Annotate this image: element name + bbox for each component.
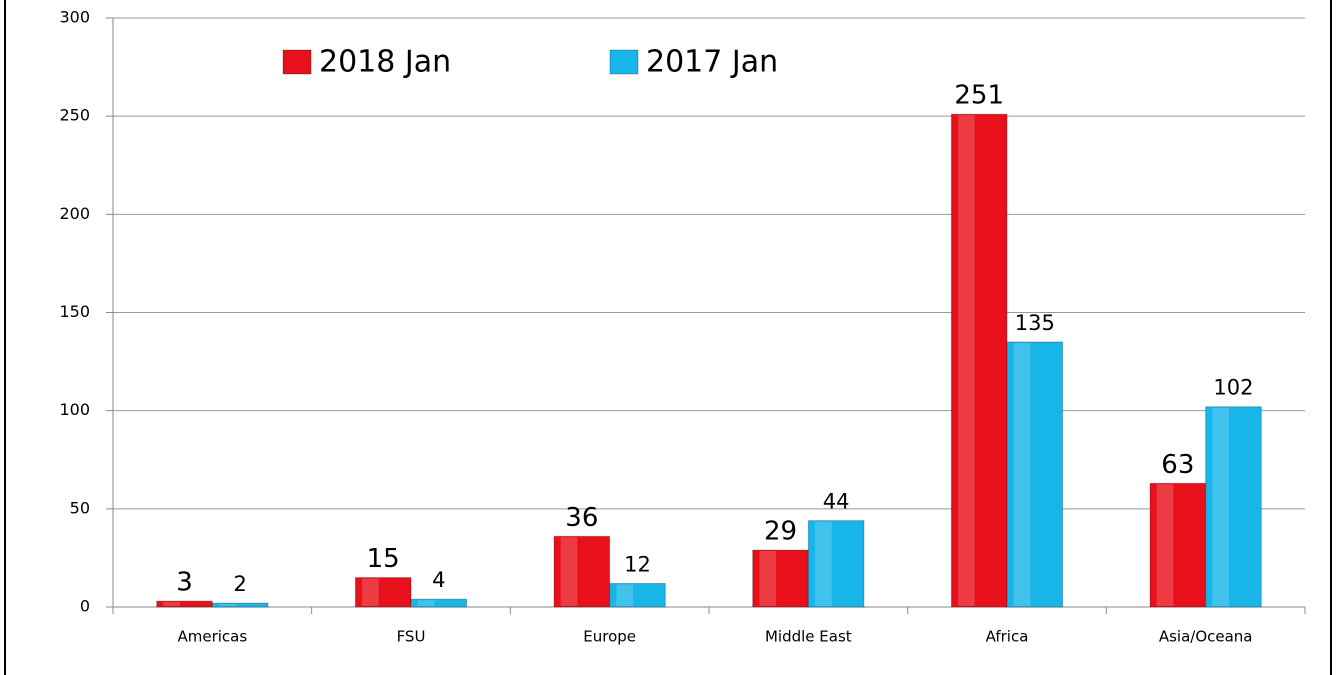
bar	[807, 520, 865, 608]
y-tick-label: 100	[59, 400, 90, 419]
data-label: 29	[764, 517, 797, 547]
bar	[609, 582, 666, 608]
data-label: 135	[1015, 311, 1055, 335]
bar-highlight	[616, 584, 634, 606]
data-label: 3	[176, 568, 193, 598]
data-label: 2	[233, 572, 246, 596]
y-tick-label: 50	[70, 498, 90, 517]
y-tick-label: 200	[59, 204, 90, 223]
bar-highlight	[219, 604, 236, 606]
bar-highlight	[362, 578, 379, 606]
data-label: 251	[954, 81, 1004, 111]
data-label: 44	[823, 490, 850, 514]
bar-highlight	[1156, 484, 1174, 606]
bar	[410, 598, 468, 608]
x-tick-label: Europe	[583, 628, 636, 646]
data-label: 4	[432, 568, 445, 592]
bar-highlight	[417, 600, 435, 606]
bar	[553, 535, 611, 608]
data-label: 63	[1161, 450, 1194, 480]
bar	[1006, 341, 1064, 608]
data-label: 12	[624, 552, 651, 576]
y-tick-label: 0	[80, 597, 90, 616]
bar-highlight	[815, 521, 832, 606]
legend-swatch	[282, 49, 312, 75]
data-label: 15	[367, 544, 400, 574]
x-tick-label: Americas	[177, 628, 247, 646]
bar	[1149, 482, 1207, 608]
bar	[950, 113, 1008, 608]
y-tick-label: 150	[59, 302, 90, 321]
bar	[211, 602, 269, 608]
x-tick-label: Africa	[986, 628, 1029, 646]
x-tick-label: Asia/Oceana	[1159, 628, 1253, 646]
legend-label: 2018 Jan	[319, 45, 451, 80]
bar	[1205, 406, 1262, 608]
y-tick-label: 300	[59, 8, 90, 27]
data-label: 102	[1213, 376, 1253, 400]
bar	[354, 577, 412, 608]
data-label: 36	[565, 503, 598, 533]
bar	[752, 549, 809, 608]
legend-label: 2017 Jan	[646, 45, 778, 80]
x-tick-label: FSU	[397, 628, 426, 646]
legend-swatch	[609, 49, 639, 75]
bar-highlight	[163, 602, 181, 606]
y-tick-label: 250	[59, 106, 90, 125]
x-tick-label: Middle East	[765, 628, 852, 646]
bar-highlight	[958, 115, 975, 606]
bar-highlight	[1013, 342, 1031, 606]
bar-highlight	[1212, 407, 1230, 606]
bar-highlight	[759, 551, 777, 606]
bar-highlight	[560, 537, 578, 606]
